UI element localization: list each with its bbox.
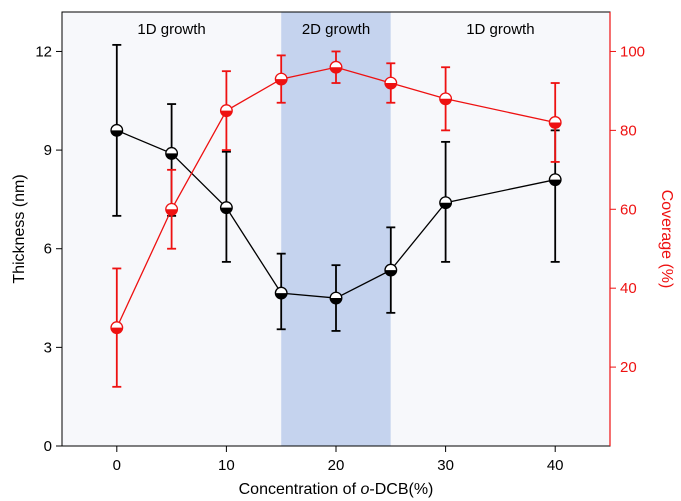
left-data-point xyxy=(274,286,288,300)
right-data-point xyxy=(219,104,233,118)
right-data-point xyxy=(384,76,398,90)
left-data-point xyxy=(439,196,453,210)
right-y-tick-label: 60 xyxy=(620,201,637,218)
left-series-line xyxy=(116,129,556,299)
left-y-tick-label: 3 xyxy=(44,339,52,356)
thickness-series xyxy=(110,43,562,332)
left-data-point xyxy=(219,201,233,215)
right-data-point xyxy=(165,202,179,216)
region-label-2: 1D growth xyxy=(466,21,534,38)
left-data-point xyxy=(110,123,124,137)
left-y-axis: 0 3 6 9 12 xyxy=(35,43,62,455)
left-data-point xyxy=(548,173,562,187)
region-band-1 xyxy=(281,12,391,446)
right-data-point xyxy=(548,116,562,129)
left-data-point xyxy=(329,291,343,305)
right-data-point xyxy=(439,92,453,106)
x-axis: 0 10 20 30 40 xyxy=(113,446,564,474)
right-y-axis: 20 40 60 80 100 xyxy=(609,12,645,446)
left-data-point xyxy=(384,263,398,277)
left-y-axis-title: Thickness (nm) xyxy=(11,174,28,283)
x-tick-label: 40 xyxy=(547,457,564,474)
x-tick-label: 0 xyxy=(113,457,121,474)
x-tick-label: 10 xyxy=(218,457,235,474)
left-y-tick-label: 12 xyxy=(35,43,52,60)
left-y-tick-label: 0 xyxy=(44,438,52,455)
right-series-line xyxy=(116,66,556,328)
growth-regions xyxy=(62,12,610,446)
coverage-series xyxy=(110,50,562,388)
right-y-tick-label: 80 xyxy=(620,122,637,139)
right-y-tick-label: 20 xyxy=(620,359,637,376)
x-tick-label: 20 xyxy=(328,457,345,474)
left-y-tick-label: 6 xyxy=(44,241,52,258)
left-y-tick-label: 9 xyxy=(44,142,52,159)
left-data-point xyxy=(165,146,179,160)
region-label-1: 2D growth xyxy=(302,21,370,38)
x-tick-label: 30 xyxy=(437,457,454,474)
right-data-point xyxy=(110,321,124,335)
right-y-axis-title: Coverage (%) xyxy=(658,190,675,289)
region-label-0: 1D growth xyxy=(137,21,205,38)
right-data-point xyxy=(329,60,343,74)
right-data-point xyxy=(274,72,288,86)
right-y-tick-label: 100 xyxy=(620,43,645,60)
region-labels: 1D growth 2D growth 1D growth xyxy=(137,21,534,38)
region-band-2 xyxy=(390,12,610,446)
x-axis-title: Concentration of o-DCB(%) xyxy=(239,481,434,498)
right-y-tick-label: 40 xyxy=(620,280,637,297)
